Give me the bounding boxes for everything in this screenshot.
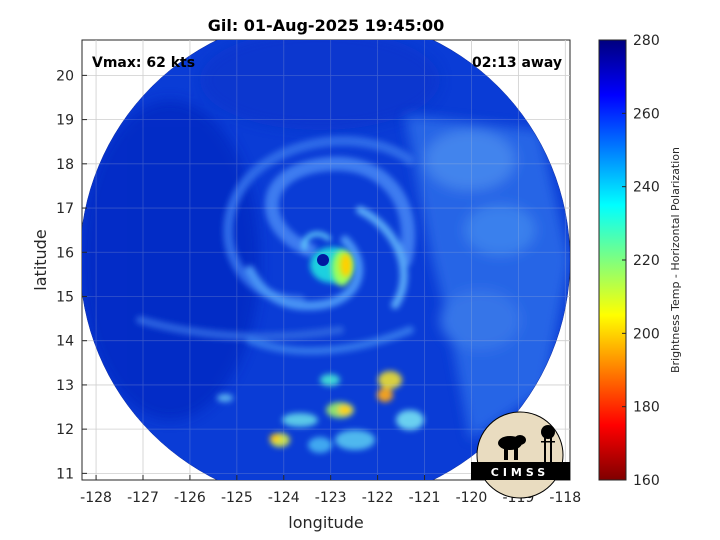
colorbar-tick-label: 240 — [633, 180, 660, 196]
storm-eye — [317, 254, 329, 266]
logo-banner — [471, 462, 570, 480]
x-tick-label: -122 — [362, 490, 394, 506]
time-away-annotation: 02:13 away — [472, 55, 562, 71]
colorbar-tick-label: 200 — [633, 326, 660, 342]
eyewall — [302, 231, 354, 286]
colorbar-tick-label: 260 — [633, 106, 660, 122]
y-tick-label: 17 — [56, 201, 74, 217]
y-tick-label: 19 — [56, 113, 74, 129]
y-tick-label: 13 — [56, 378, 74, 394]
x-tick-label: -128 — [80, 490, 112, 506]
y-tick-label: 11 — [56, 466, 74, 482]
x-tick-label: -123 — [315, 490, 347, 506]
swath-image — [82, 40, 570, 480]
colorbar-label: Brightness Temp - Horizontal Polarizatio… — [669, 147, 682, 373]
x-tick-label: -124 — [268, 490, 300, 506]
eastern-swath-band — [405, 115, 570, 440]
colorbar-tick-label: 180 — [633, 400, 660, 416]
y-tick-label: 14 — [56, 334, 74, 350]
colorbar-tick-label: 160 — [633, 473, 660, 489]
southern-convection — [217, 371, 424, 453]
logo-text: CIMSS — [491, 466, 549, 479]
gridlines-overlay — [82, 40, 570, 480]
x-axis-label: longitude — [288, 513, 363, 532]
observatory-icon — [498, 425, 555, 462]
x-tick-label: -127 — [127, 490, 159, 506]
spiral-bands — [136, 136, 416, 355]
cimss-logo: CIMSS — [471, 411, 570, 499]
x-tick-label: -121 — [409, 490, 441, 506]
colorbar-tick-label: 220 — [633, 253, 660, 269]
y-tick-label: 12 — [56, 422, 74, 438]
x-tick-label: -120 — [456, 490, 488, 506]
colorbar-tick-label: 280 — [633, 33, 660, 49]
vmax-annotation: Vmax: 62 kts — [92, 55, 195, 71]
y-tick-label: 20 — [56, 68, 74, 84]
y-tick-label: 15 — [56, 289, 74, 305]
x-tick-label: -126 — [174, 490, 206, 506]
x-tick-label: -125 — [221, 490, 253, 506]
chart-title: Gil: 01-Aug-2025 19:45:00 — [208, 16, 445, 35]
x-tick-label: -118 — [549, 490, 581, 506]
x-axis-ticks: -128-127-126-125-124-123-122-121-120-119… — [80, 475, 581, 506]
colorbar-ticks: 160 180 200 220 240 260 280 — [622, 33, 660, 489]
colorbar — [598, 39, 627, 481]
y-axis-label: latitude — [31, 229, 50, 290]
y-tick-label: 18 — [56, 157, 74, 173]
y-axis-ticks: 11 12 13 14 15 16 17 18 19 20 — [56, 68, 87, 482]
y-tick-label: 16 — [56, 245, 74, 261]
